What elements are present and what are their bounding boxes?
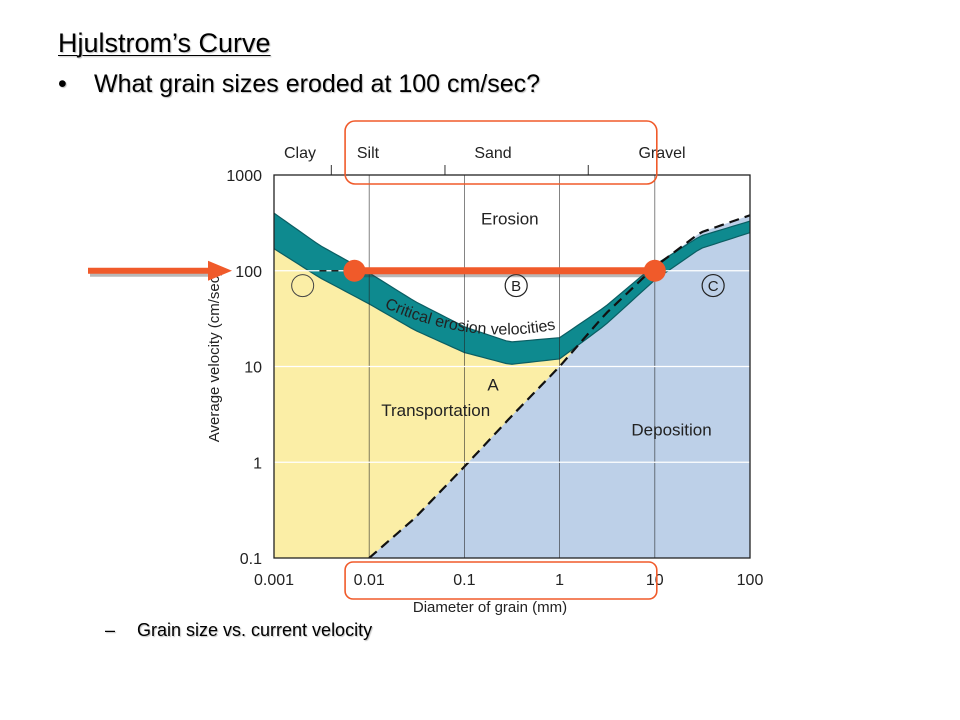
plot-border — [273, 174, 751, 559]
arrow-head-icon — [208, 260, 232, 281]
size-class-label: Sand — [474, 145, 511, 162]
circled-b-icon-letter: B — [511, 278, 521, 295]
x-tick-label: 0.01 — [354, 572, 385, 589]
lower-erosion-curve — [274, 232, 750, 365]
bullet-question-text: What grain sizes eroded at 100 cm/sec? — [94, 70, 541, 98]
size-class-label: Silt — [357, 145, 380, 162]
circled-c-icon-letter: C — [708, 278, 719, 295]
deposition-boundary-line — [368, 214, 750, 558]
size-class-label: Gravel — [638, 145, 685, 162]
erosion-region-label: Erosion — [481, 210, 539, 229]
y-tick-label: 0.1 — [240, 551, 262, 568]
empty-circle-icon — [291, 274, 315, 298]
size-class-label: Clay — [284, 145, 316, 162]
bullet-question: • What grain sizes eroded at 100 cm/sec? — [58, 70, 540, 99]
highlight-endpoint — [643, 259, 666, 282]
circled-c-icon-ring — [701, 273, 725, 298]
x-axis-label: Diameter of grain (mm) — [413, 599, 567, 616]
sub-bullet-text: Grain size vs. current velocity — [137, 620, 373, 640]
circled-b-icon-ring — [504, 273, 528, 298]
y-tick-label: 10 — [244, 360, 262, 377]
dash-icon: – — [105, 620, 116, 640]
x-tick-label: 0.001 — [254, 572, 294, 589]
x-tick-label: 0.1 — [453, 572, 475, 589]
x-tick-label: 10 — [646, 572, 664, 589]
region-a-label: A — [487, 375, 499, 394]
transportation-region-label: Transportation — [381, 401, 490, 420]
y-axis-label: Average velocity (cm/sec) — [206, 271, 223, 442]
x-tick-label: 1 — [555, 572, 564, 589]
y-tick-label: 100 — [235, 264, 262, 281]
x-tick-label: 100 — [737, 572, 764, 589]
y-tick-label: 1 — [253, 455, 262, 472]
deposition-region-label: Deposition — [631, 420, 711, 439]
sub-bullet: – Grain size vs. current velocity — [105, 620, 372, 641]
size-class-highlight-box — [344, 120, 658, 185]
slide-title: Hjulstrom’s Curve — [58, 28, 271, 58]
bullet-dot-icon: • — [58, 70, 67, 98]
tick-highlight-box — [344, 561, 658, 600]
plot-area — [274, 175, 750, 558]
highlight-endpoint — [343, 259, 366, 282]
y-tick-label: 1000 — [226, 168, 262, 185]
